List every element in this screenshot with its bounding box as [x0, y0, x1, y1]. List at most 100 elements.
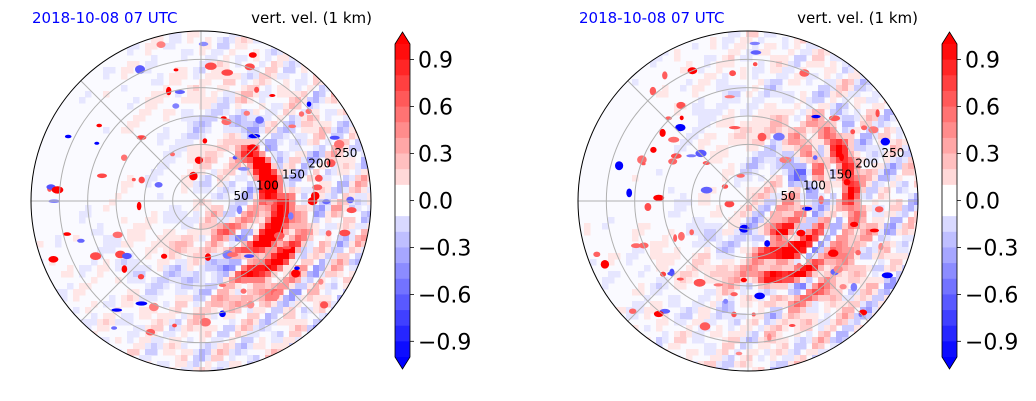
convective-cell — [757, 132, 767, 142]
field-cell — [97, 229, 104, 236]
field-cell — [800, 145, 807, 152]
field-cell — [782, 199, 789, 206]
field-cell — [764, 145, 771, 152]
field-cell — [812, 319, 819, 326]
field-cell — [836, 181, 843, 188]
field-cell — [199, 43, 206, 50]
field-cell — [319, 73, 326, 80]
field-cell — [746, 247, 753, 254]
field-cell — [265, 109, 272, 116]
field-cell — [866, 169, 873, 176]
field-cell — [812, 229, 819, 236]
field-cell — [818, 91, 825, 98]
field-cell — [686, 265, 693, 272]
field-cell — [289, 217, 296, 224]
field-cell — [103, 265, 110, 272]
field-cell — [776, 109, 783, 116]
convective-cell — [135, 65, 145, 74]
field-cell — [722, 247, 729, 254]
field-cell — [319, 283, 326, 290]
field-cell — [680, 277, 687, 284]
field-cell — [842, 331, 849, 338]
field-cell — [133, 349, 140, 356]
field-cell — [217, 73, 224, 80]
field-cell — [896, 265, 903, 272]
field-cell — [752, 211, 759, 218]
field-cell — [199, 355, 206, 362]
field-cell — [824, 289, 831, 296]
field-cell — [139, 277, 146, 284]
field-cell — [878, 175, 885, 182]
field-cell — [253, 283, 260, 290]
field-cell — [656, 259, 663, 266]
field-cell — [842, 229, 849, 236]
field-cell — [199, 217, 206, 224]
field-cell — [79, 217, 86, 224]
field-cell — [217, 223, 224, 230]
field-cell — [103, 259, 110, 266]
field-cell — [229, 301, 236, 308]
field-cell — [145, 295, 152, 302]
field-cell — [824, 325, 831, 332]
field-cell — [770, 121, 777, 128]
field-cell — [325, 295, 332, 302]
colorbar-band — [942, 231, 957, 248]
field-cell — [199, 265, 206, 272]
field-cell — [271, 73, 278, 80]
field-cell — [367, 187, 371, 194]
field-cell — [788, 67, 795, 74]
field-cell — [830, 67, 837, 74]
field-cell — [830, 55, 837, 62]
field-cell — [800, 97, 807, 104]
field-cell — [241, 175, 248, 182]
field-cell — [776, 223, 783, 230]
field-cell — [157, 241, 164, 248]
field-cell — [331, 259, 338, 266]
field-cell — [716, 109, 723, 116]
field-cell — [109, 319, 116, 326]
field-cell — [253, 271, 260, 278]
convective-cell — [198, 41, 209, 47]
field-cell — [163, 271, 170, 278]
convective-cell — [767, 333, 772, 342]
field-cell — [115, 337, 122, 344]
field-cell — [884, 277, 891, 284]
field-cell — [776, 343, 783, 350]
field-cell — [788, 319, 795, 326]
field-cell — [349, 181, 356, 188]
field-cell — [295, 247, 302, 254]
field-cell — [590, 259, 597, 266]
field-cell — [277, 133, 284, 140]
field-cell — [235, 301, 242, 308]
field-cell — [698, 139, 705, 146]
convective-cell — [131, 177, 136, 182]
field-cell — [728, 277, 735, 284]
field-cell — [632, 175, 639, 182]
field-cell — [241, 187, 248, 194]
field-cell — [728, 235, 735, 242]
field-cell — [746, 139, 753, 146]
field-cell — [800, 241, 807, 248]
field-cell — [848, 163, 855, 170]
field-cell — [223, 85, 230, 92]
field-cell — [692, 31, 699, 38]
field-cell — [872, 307, 879, 314]
velocity-field — [584, 31, 918, 371]
field-cell — [163, 235, 170, 242]
field-cell — [860, 253, 867, 260]
field-cell — [145, 49, 152, 56]
field-cell — [914, 199, 918, 206]
field-cell — [211, 229, 218, 236]
field-cell — [187, 283, 194, 290]
field-cell — [271, 217, 278, 224]
convective-cell — [236, 205, 243, 215]
field-cell — [716, 85, 723, 92]
field-cell — [319, 253, 326, 260]
field-cell — [734, 43, 741, 50]
field-cell — [349, 175, 356, 182]
field-cell — [614, 271, 621, 278]
convective-cell — [631, 243, 642, 249]
field-cell — [758, 121, 765, 128]
radial-tick-label: 100 — [803, 178, 826, 192]
field-cell — [914, 181, 918, 188]
